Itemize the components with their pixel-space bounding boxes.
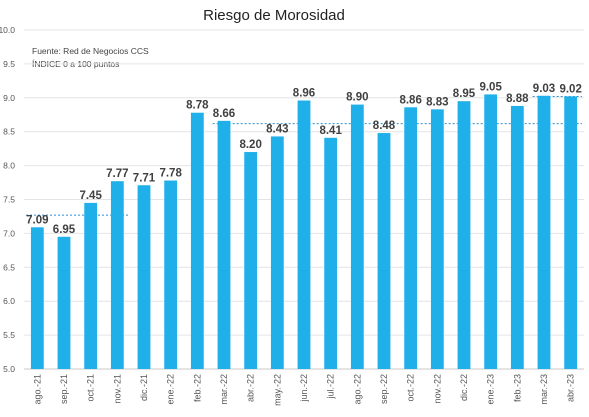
x-tick-label: ene.-23: [486, 374, 496, 405]
x-tick-label: mar.-23: [539, 374, 549, 405]
x-tick-label: jun.-22: [299, 374, 309, 403]
data-label: 7.77: [106, 168, 128, 180]
bar: [110, 181, 124, 369]
bar: [564, 96, 578, 369]
bar: [137, 185, 151, 369]
data-label: 7.09: [26, 214, 48, 226]
data-label: 7.45: [79, 190, 102, 202]
data-label: 8.88: [506, 93, 529, 105]
data-label: 8.48: [373, 120, 396, 132]
x-tick-label: ago.-22: [352, 374, 362, 405]
y-tick-label: 5.5: [3, 330, 15, 340]
x-tick-label: feb.-23: [512, 374, 522, 402]
x-axis: ago.-21 sep.-21 oct.-21 nov.-21 dic.-21 ene.-…: [32, 374, 575, 406]
y-tick-label: 7.5: [3, 195, 15, 205]
data-labels: 7.09 6.95 7.45 7.77 7.71 7.78 8.78 8.66 8.20 8.43…: [26, 81, 582, 235]
y-tick-label: 5.0: [3, 364, 15, 374]
bar: [404, 107, 418, 370]
bar: [510, 105, 524, 369]
data-label: 9.02: [559, 83, 581, 95]
bar: [297, 100, 311, 370]
y-tick-label: 8.5: [3, 127, 15, 137]
bar: [57, 236, 71, 369]
bar: [430, 109, 444, 370]
bar: [377, 133, 391, 369]
data-label: 8.20: [239, 139, 261, 151]
data-label: 8.41: [319, 125, 342, 137]
bar: [190, 112, 204, 369]
chart-title: Riesgo de Morosidad: [203, 7, 345, 24]
bar: [270, 136, 284, 369]
bar: [537, 95, 551, 370]
x-tick-label: nov.-21: [112, 374, 122, 403]
x-tick-label: dic.-22: [459, 374, 469, 401]
bar: [484, 94, 498, 369]
x-tick-label: ene.-22: [166, 374, 176, 405]
source-note: Fuente: Red de Negocios CCS: [32, 46, 149, 56]
data-label: 6.95: [53, 224, 76, 236]
x-tick-label: oct.-21: [86, 374, 96, 402]
x-tick-label: ago.-21: [32, 374, 42, 405]
data-label: 9.03: [533, 83, 555, 95]
y-tick-label: 6.0: [3, 296, 15, 306]
bar: [350, 104, 364, 369]
x-tick-label: dic.-21: [139, 374, 149, 401]
x-tick-label: oct.-22: [406, 374, 416, 402]
data-label: 9.05: [479, 81, 502, 93]
x-tick-label: mar.-22: [219, 374, 229, 405]
data-label: 8.96: [293, 88, 315, 100]
data-label: 7.78: [159, 168, 182, 180]
y-tick-label: 9.5: [3, 59, 15, 69]
x-tick-label: feb.-22: [192, 374, 202, 402]
x-tick-label: may.-22: [272, 374, 282, 406]
data-label: 8.66: [213, 108, 235, 120]
data-label: 8.83: [426, 96, 448, 108]
bars: [30, 94, 578, 370]
bar: [84, 202, 98, 369]
y-tick-label: 6.5: [3, 262, 15, 272]
data-label: 8.95: [453, 88, 476, 100]
bar: [164, 180, 178, 369]
x-tick-label: sep.-21: [59, 374, 69, 404]
y-tick-label: 8.0: [3, 161, 15, 171]
bar: [457, 101, 471, 369]
x-tick-label: abr.-22: [246, 374, 256, 402]
x-tick-label: sep.-22: [379, 374, 389, 404]
bar: [244, 152, 258, 369]
bar: [217, 120, 231, 370]
y-tick-label: 7.0: [3, 228, 15, 238]
data-label: 7.71: [133, 172, 156, 184]
bar: [30, 227, 44, 369]
data-label: 8.90: [346, 92, 368, 104]
y-tick-label: 10.0: [0, 25, 15, 35]
x-tick-label: jul.-22: [326, 374, 336, 400]
x-tick-label: abr.-23: [566, 374, 576, 402]
data-label: 8.78: [186, 100, 209, 112]
y-axis: 5.0 5.5 6.0 6.5 7.0 7.5 8.0 8.5 9.0 9.5 10.0: [0, 25, 15, 374]
y-tick-label: 9.0: [3, 93, 15, 103]
bar: [324, 137, 338, 369]
data-label: 8.43: [266, 123, 288, 135]
data-label: 8.86: [399, 94, 421, 106]
x-tick-label: nov.-22: [432, 374, 442, 403]
